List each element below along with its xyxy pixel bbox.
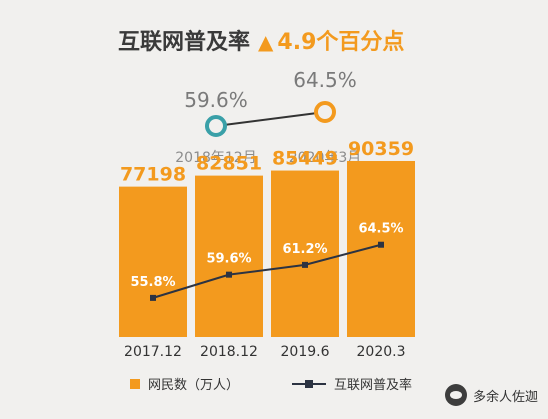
penetration-point: [226, 271, 232, 278]
wechat-icon: [444, 384, 467, 406]
legend-bar: 网民数（万人）: [130, 374, 239, 393]
legend-line: 互联网普及率: [292, 374, 412, 393]
penetration-point: [378, 241, 384, 248]
x-tick-label: 2020.3: [357, 344, 406, 360]
penetration-label: 61.2%: [282, 242, 327, 257]
bar-2020.3: [347, 160, 415, 337]
chart-title: 互联网普及率 ▲ 4.9个百分点: [118, 24, 404, 56]
bar-2018.12: [195, 175, 263, 337]
title-delta: 4.9个百分点: [277, 30, 405, 55]
penetration-label: 64.5%: [358, 222, 403, 237]
brand-name: 多余人佐迦: [472, 389, 538, 405]
legend-line-swatch: [292, 379, 326, 388]
x-tick-label: 2017.12: [124, 344, 182, 360]
compare-connector: [215, 111, 326, 127]
compare-from-label: 2018年12月: [175, 150, 256, 166]
penetration-label: 59.6%: [206, 252, 251, 267]
legend-bar-swatch: [130, 378, 140, 389]
x-tick-label: 2018.12: [200, 344, 258, 360]
brand-watermark: 多余人佐迦: [444, 384, 538, 406]
penetration-line: [152, 243, 382, 299]
x-tick-label: 2019.6: [281, 344, 330, 360]
compare-to-label: 2020年3月: [289, 150, 362, 166]
bar-value-label: 90359: [348, 138, 414, 160]
compare-from-value: 59.6%: [184, 88, 248, 112]
title-text: 互联网普及率: [118, 30, 251, 55]
compare-to-circle: [314, 101, 336, 123]
bar-value-label: 77198: [120, 164, 186, 186]
bar-2017.12: [119, 186, 187, 337]
penetration-point: [150, 294, 156, 301]
up-triangle-icon: ▲: [258, 30, 274, 54]
penetration-point: [302, 261, 308, 268]
legend-bar-label: 网民数（万人）: [148, 378, 240, 393]
bar-2019.6: [271, 170, 339, 337]
penetration-label: 55.8%: [130, 275, 175, 290]
legend-line-label: 互联网普及率: [334, 378, 413, 393]
bar-value-label: 82851: [196, 153, 262, 175]
compare-from-circle: [205, 115, 227, 137]
bar-value-label: 85449: [272, 148, 338, 170]
compare-to-value: 64.5%: [293, 68, 357, 92]
